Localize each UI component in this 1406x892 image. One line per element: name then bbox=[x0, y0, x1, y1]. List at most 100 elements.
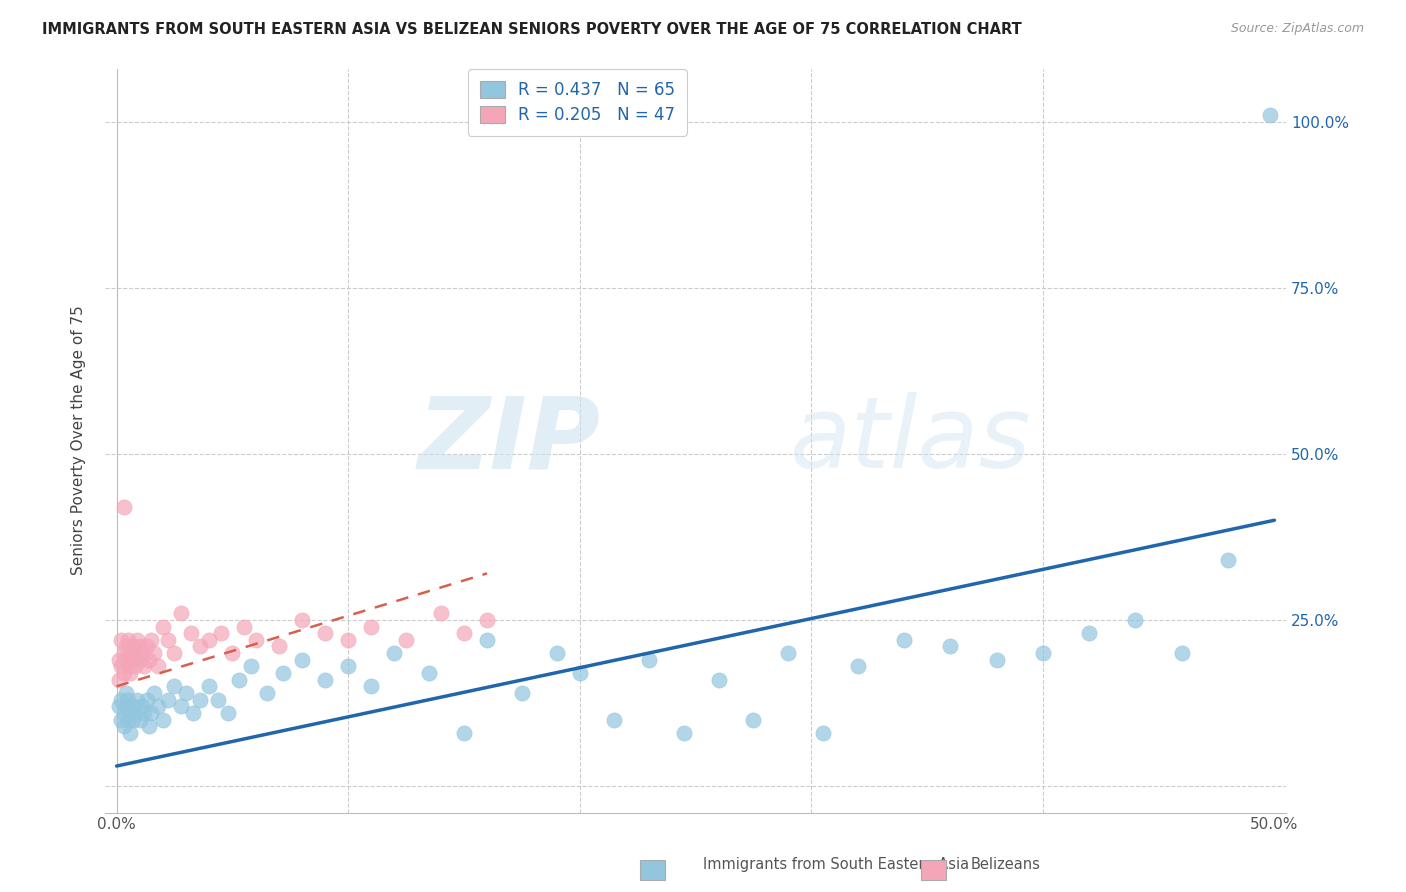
Point bbox=[131, 699, 153, 714]
Legend: R = 0.437   N = 65, R = 0.205   N = 47: R = 0.437 N = 65, R = 0.205 N = 47 bbox=[468, 70, 686, 136]
Point bbox=[811, 726, 834, 740]
Point bbox=[510, 686, 533, 700]
Point bbox=[395, 632, 418, 647]
Point bbox=[188, 640, 211, 654]
Point bbox=[707, 673, 730, 687]
Point bbox=[112, 500, 135, 514]
Point bbox=[429, 606, 451, 620]
Point bbox=[198, 679, 221, 693]
Point bbox=[384, 646, 406, 660]
Point bbox=[110, 692, 132, 706]
Point bbox=[148, 699, 170, 714]
Point bbox=[114, 699, 136, 714]
Point bbox=[603, 713, 626, 727]
Point bbox=[121, 653, 143, 667]
Point bbox=[127, 632, 149, 647]
Point bbox=[239, 659, 262, 673]
Point bbox=[418, 666, 440, 681]
Point bbox=[337, 659, 360, 673]
Point bbox=[245, 632, 267, 647]
Point bbox=[124, 646, 146, 660]
Point bbox=[117, 692, 139, 706]
Point bbox=[170, 699, 193, 714]
Point bbox=[112, 646, 135, 660]
Point bbox=[180, 626, 202, 640]
Point bbox=[163, 646, 186, 660]
Point bbox=[152, 619, 174, 633]
Point bbox=[117, 659, 139, 673]
Point bbox=[120, 646, 142, 660]
Point bbox=[108, 653, 131, 667]
Point bbox=[893, 632, 915, 647]
Point bbox=[170, 606, 193, 620]
Point bbox=[939, 640, 962, 654]
Point bbox=[131, 646, 153, 660]
Point bbox=[134, 659, 156, 673]
Point bbox=[742, 713, 765, 727]
Point bbox=[207, 692, 229, 706]
Point bbox=[120, 666, 142, 681]
Point bbox=[148, 659, 170, 673]
Point bbox=[135, 692, 157, 706]
Point bbox=[267, 640, 290, 654]
Point bbox=[209, 626, 232, 640]
Point bbox=[156, 692, 179, 706]
Point bbox=[846, 659, 869, 673]
Point bbox=[1171, 646, 1194, 660]
Point bbox=[1125, 613, 1147, 627]
Point bbox=[138, 719, 160, 733]
Point bbox=[110, 632, 132, 647]
Point bbox=[568, 666, 591, 681]
Point bbox=[986, 653, 1008, 667]
Text: Source: ZipAtlas.com: Source: ZipAtlas.com bbox=[1230, 22, 1364, 36]
Point bbox=[778, 646, 800, 660]
Point bbox=[291, 653, 314, 667]
Point bbox=[142, 646, 165, 660]
Point bbox=[112, 719, 135, 733]
Point bbox=[672, 726, 695, 740]
Point bbox=[135, 640, 157, 654]
Point bbox=[475, 632, 498, 647]
Point bbox=[128, 640, 150, 654]
Point bbox=[156, 632, 179, 647]
Point bbox=[1032, 646, 1054, 660]
Point bbox=[638, 653, 661, 667]
Point bbox=[475, 613, 498, 627]
Point bbox=[228, 673, 250, 687]
Point bbox=[217, 706, 239, 720]
Point bbox=[360, 679, 382, 693]
Point bbox=[453, 726, 475, 740]
Point bbox=[112, 666, 135, 681]
Point bbox=[114, 686, 136, 700]
Point bbox=[110, 659, 132, 673]
Point bbox=[112, 706, 135, 720]
Point bbox=[1078, 626, 1101, 640]
Point bbox=[337, 632, 360, 647]
Point bbox=[127, 692, 149, 706]
Point bbox=[121, 699, 143, 714]
Point bbox=[271, 666, 294, 681]
Point bbox=[141, 632, 163, 647]
Point bbox=[188, 692, 211, 706]
Point bbox=[108, 699, 131, 714]
Point bbox=[141, 706, 163, 720]
Point bbox=[221, 646, 243, 660]
Point bbox=[124, 659, 146, 673]
Point bbox=[117, 713, 139, 727]
Text: Immigrants from South Eastern Asia: Immigrants from South Eastern Asia bbox=[703, 857, 969, 872]
Point bbox=[546, 646, 568, 660]
Point bbox=[117, 632, 139, 647]
Point bbox=[120, 726, 142, 740]
Point bbox=[121, 640, 143, 654]
Point bbox=[1258, 108, 1281, 122]
Point bbox=[128, 713, 150, 727]
Point bbox=[181, 706, 204, 720]
Point bbox=[142, 686, 165, 700]
Text: atlas: atlas bbox=[790, 392, 1032, 489]
Point bbox=[291, 613, 314, 627]
Y-axis label: Seniors Poverty Over the Age of 75: Seniors Poverty Over the Age of 75 bbox=[72, 306, 86, 575]
Point bbox=[120, 706, 142, 720]
Point bbox=[256, 686, 278, 700]
Text: Belizeans: Belizeans bbox=[970, 857, 1040, 872]
Point bbox=[128, 653, 150, 667]
